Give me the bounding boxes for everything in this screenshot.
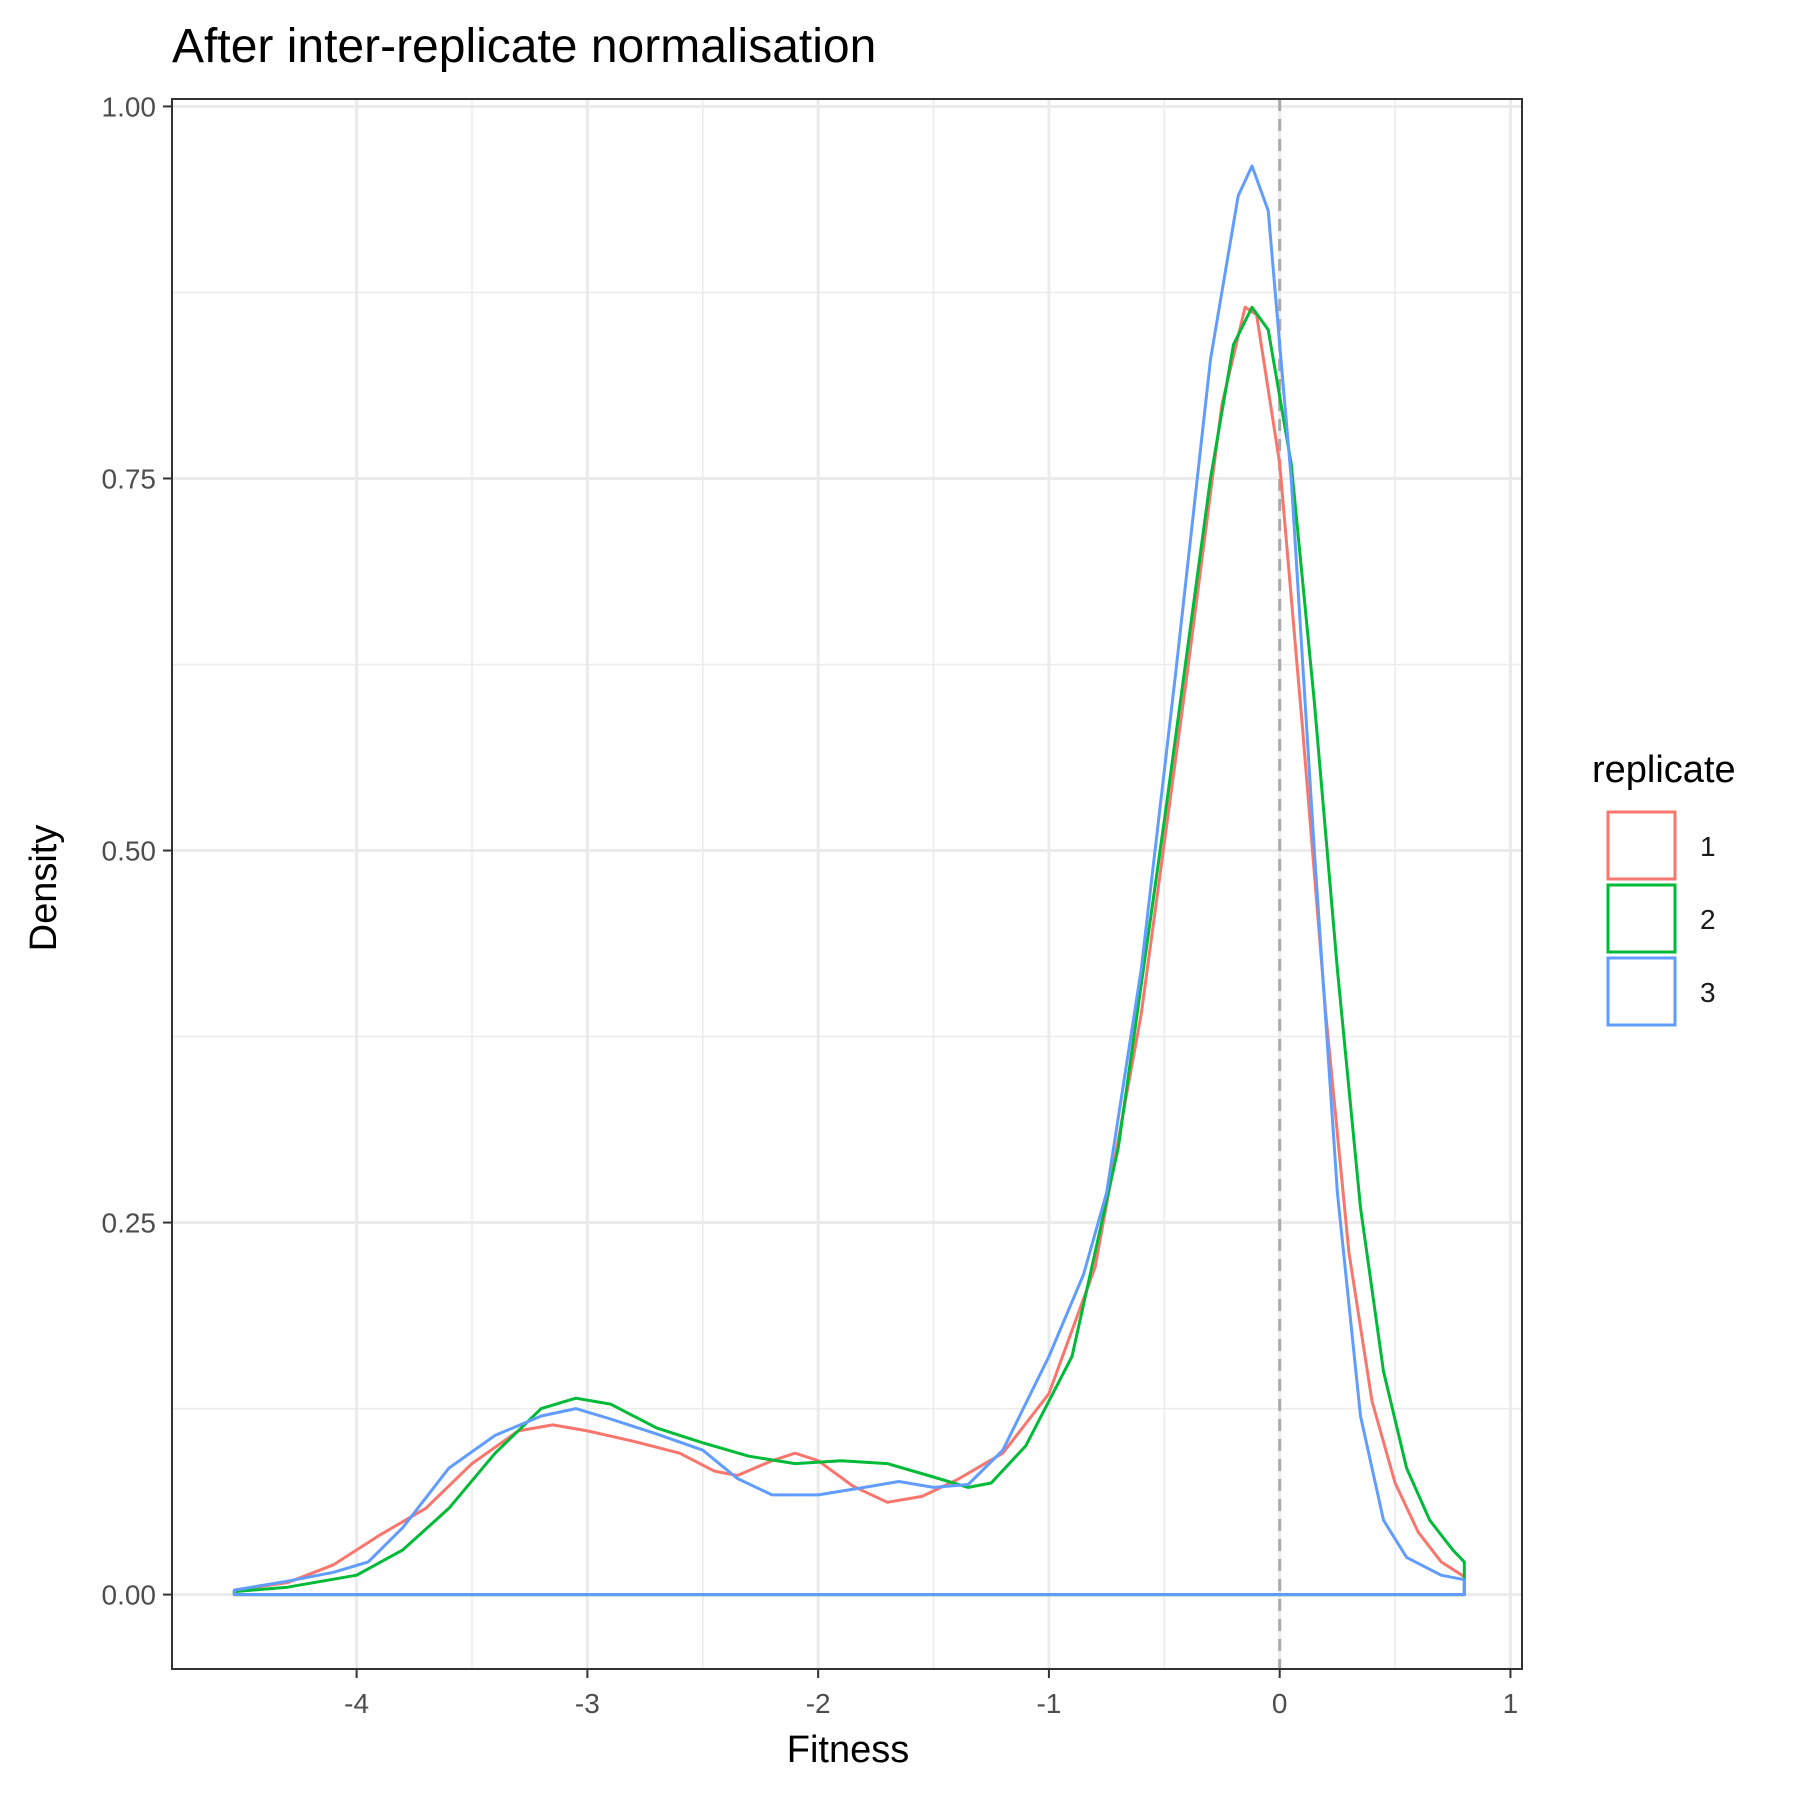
- legend-label-2: 2: [1700, 904, 1716, 935]
- y-axis-title: Density: [23, 825, 65, 952]
- x-tick-label: 0: [1272, 1688, 1288, 1719]
- x-axis-title: Fitness: [787, 1729, 909, 1771]
- x-tick-label: -4: [344, 1688, 369, 1719]
- legend-key-3: [1606, 956, 1677, 1027]
- legend-label-1: 1: [1700, 831, 1716, 862]
- density-curve-replicate-3: [232, 164, 1466, 1597]
- x-tick-label: -1: [1036, 1688, 1061, 1719]
- density-curve-replicate-2: [232, 305, 1466, 1597]
- legend-key-2: [1606, 883, 1677, 954]
- plot-panel: -4 -3 -2 -1 0 1 0.00 0.25 0.50 0.75 1.00: [102, 91, 1523, 1719]
- x-tick-label: -3: [575, 1688, 600, 1719]
- legend-key-1: [1606, 810, 1677, 881]
- legend-label-3: 3: [1700, 977, 1716, 1008]
- x-tick-label: 1: [1503, 1688, 1519, 1719]
- legend: replicate 1 2 3: [1592, 749, 1736, 1027]
- y-tick-label: 1.00: [102, 91, 157, 122]
- x-tick-label: -2: [806, 1688, 831, 1719]
- legend-title: replicate: [1592, 749, 1736, 791]
- chart-title: After inter-replicate normalisation: [172, 20, 876, 73]
- y-tick-label: 0.00: [102, 1580, 157, 1611]
- y-tick-label: 0.50: [102, 836, 157, 867]
- panel-border: [171, 98, 1523, 1670]
- y-tick-label: 0.75: [102, 463, 157, 494]
- y-tick-label: 0.25: [102, 1208, 157, 1239]
